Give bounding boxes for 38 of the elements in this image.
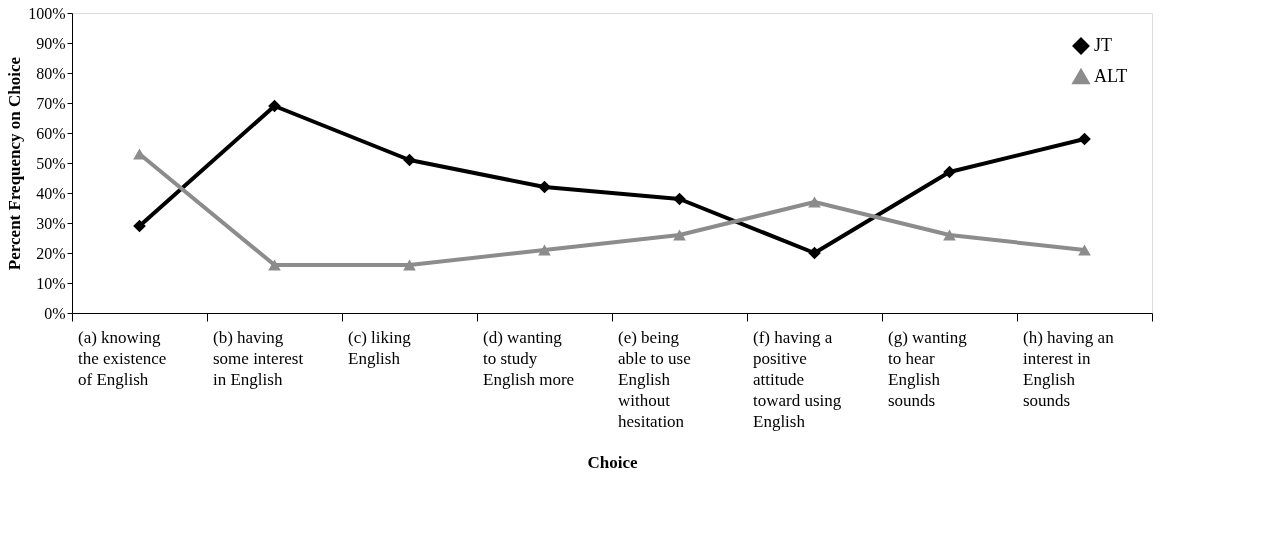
x-axis-title: Choice	[587, 452, 638, 472]
point	[1078, 132, 1091, 146]
point	[808, 196, 821, 208]
point	[268, 99, 281, 113]
point	[943, 229, 956, 241]
x-tick-label: (a) knowing the existence of English	[78, 327, 167, 389]
y-axis-title: Percent Frequency on Choice	[5, 56, 25, 271]
y-tick-label: 20%	[36, 244, 66, 262]
point	[133, 219, 146, 233]
x-tick-label: (h) having an interest in English sounds	[1023, 327, 1115, 410]
point	[403, 259, 416, 271]
y-tick-label: 30%	[36, 214, 66, 232]
y-tick-label: 60%	[36, 124, 66, 142]
y-tick-label: 0%	[44, 304, 66, 322]
y-tick-label: 10%	[36, 274, 66, 292]
y-tick-label: 40%	[36, 184, 66, 202]
y-tick-label: 90%	[36, 34, 66, 52]
y-tick-label: 70%	[36, 94, 66, 112]
point	[538, 180, 551, 194]
x-tick-label: (f) having a positive attitude toward using English	[753, 327, 842, 431]
x-tick-label: (c) liking English	[348, 327, 412, 368]
point	[673, 229, 686, 241]
point	[808, 246, 821, 260]
y-tick-label: 50%	[36, 154, 66, 172]
x-tick-label: (e) being able to use English without hesitation	[618, 327, 691, 431]
point	[538, 244, 551, 256]
x-tick-label: (d) wanting to study English more	[483, 327, 575, 389]
point	[943, 165, 956, 179]
point	[403, 153, 416, 167]
legend-label: ALT	[1094, 66, 1128, 86]
point	[268, 259, 281, 271]
y-tick-label: 80%	[36, 64, 66, 82]
point	[1078, 244, 1091, 256]
y-tick-label: 100%	[28, 4, 66, 22]
x-tick-label: (b) having some interest in English	[213, 327, 304, 389]
x-tick-label: (g) wanting to hear English sounds	[888, 327, 968, 410]
legend-label: JT	[1094, 35, 1112, 55]
point	[673, 192, 686, 206]
